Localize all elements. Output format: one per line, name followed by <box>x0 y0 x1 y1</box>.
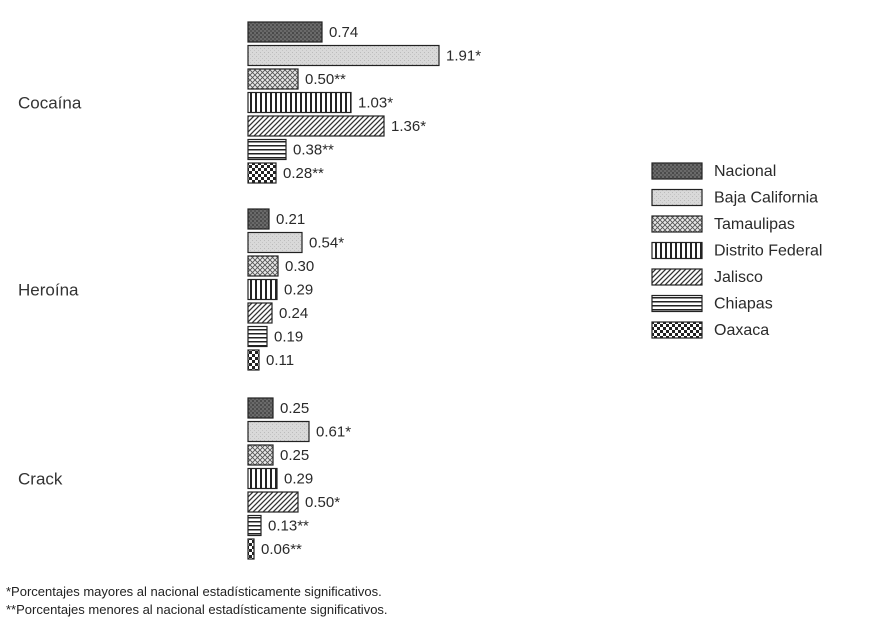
bar-crack-chiapas <box>247 514 262 537</box>
legend-swatch-jalisco <box>651 268 703 286</box>
data-label-crack-tamaulipas: 0.25 <box>280 447 309 464</box>
data-label-heroina-chiapas: 0.19 <box>274 328 303 345</box>
bar-cocaina-nacional <box>247 21 323 43</box>
data-label-heroina-nacional: 0.21 <box>276 211 305 228</box>
legend-swatch-tamaulipas <box>651 215 703 233</box>
bar-cocaina-tamaulipas <box>247 68 299 90</box>
bars-layer: 0.74 1.91* 0.50** 1.03* 1.36* 0.38** 0.28** 0.2… <box>247 21 481 560</box>
bar-cocaina-baja-california <box>247 44 440 67</box>
legend-label-tamaulipas: Tamaulipas <box>714 216 795 233</box>
data-label-crack-nacional: 0.25 <box>280 400 309 417</box>
data-label-cocaina-nacional: 0.74 <box>329 24 358 41</box>
bar-heroina-chiapas <box>247 325 268 348</box>
data-label-crack-jalisco: 0.50* <box>305 494 340 511</box>
data-label-crack-baja-california: 0.61* <box>316 423 351 440</box>
legend-swatch-chiapas <box>651 294 703 313</box>
data-label-heroina-baja-california: 0.54* <box>309 234 344 251</box>
legend-label-distrito-federal: Distrito Federal <box>714 243 822 260</box>
legend: Nacional Baja California Tamaulipas Distrit… <box>651 162 822 339</box>
data-label-heroina-distrito-federal: 0.29 <box>284 281 313 298</box>
data-label-heroina-jalisco: 0.24 <box>279 305 308 322</box>
legend-label-oaxaca: Oaxaca <box>714 322 769 339</box>
bar-cocaina-jalisco <box>247 115 385 137</box>
footnote-lesser: **Porcentajes menores al nacional estadí… <box>6 602 388 617</box>
legend-label-chiapas: Chiapas <box>714 296 773 313</box>
category-label-crack: Crack <box>18 470 63 489</box>
bar-heroina-baja-california <box>247 231 303 254</box>
bar-cocaina-chiapas <box>247 138 287 161</box>
bar-crack-jalisco <box>247 491 299 513</box>
bar-cocaina-oaxaca <box>247 162 277 184</box>
legend-swatch-distrito-federal <box>651 241 703 260</box>
data-label-cocaina-distrito-federal: 1.03* <box>358 94 393 111</box>
data-label-crack-oaxaca: 0.06** <box>261 541 302 558</box>
legend-swatch-oaxaca <box>651 321 703 339</box>
bar-crack-nacional <box>247 397 274 419</box>
bar-heroina-oaxaca <box>247 349 260 371</box>
bar-crack-distrito-federal <box>247 467 278 490</box>
category-label-cocaina: Cocaína <box>18 94 82 113</box>
legend-swatch-baja-california <box>651 188 703 207</box>
data-label-crack-chiapas: 0.13** <box>268 517 309 534</box>
bar-crack-baja-california <box>247 420 310 443</box>
legend-swatch-nacional <box>651 162 703 180</box>
legend-label-nacional: Nacional <box>714 163 776 180</box>
legend-label-baja-california: Baja California <box>714 190 818 207</box>
category-labels: Cocaína Heroína Crack <box>18 94 82 489</box>
data-label-cocaina-oaxaca: 0.28** <box>283 165 324 182</box>
data-label-cocaina-chiapas: 0.38** <box>293 141 334 158</box>
bar-heroina-distrito-federal <box>247 278 278 301</box>
bar-crack-oaxaca <box>247 538 255 560</box>
category-label-heroina: Heroína <box>18 281 79 300</box>
data-label-heroina-oaxaca: 0.11 <box>266 352 294 369</box>
footnote-greater: *Porcentajes mayores al nacional estadís… <box>6 584 382 599</box>
data-label-heroina-tamaulipas: 0.30 <box>285 258 314 275</box>
data-label-cocaina-tamaulipas: 0.50** <box>305 71 346 88</box>
data-label-crack-distrito-federal: 0.29 <box>284 470 313 487</box>
bar-heroina-nacional <box>247 208 270 230</box>
data-label-cocaina-baja-california: 1.91* <box>446 47 481 64</box>
bar-heroina-jalisco <box>247 302 273 324</box>
bar-chart: 0.74 1.91* 0.50** 1.03* 1.36* 0.38** 0.28** 0.2… <box>18 21 822 560</box>
bar-cocaina-distrito-federal <box>247 91 352 114</box>
bar-crack-tamaulipas <box>247 444 274 466</box>
legend-label-jalisco: Jalisco <box>714 269 763 286</box>
bar-heroina-tamaulipas <box>247 255 279 277</box>
data-label-cocaina-jalisco: 1.36* <box>391 118 426 135</box>
